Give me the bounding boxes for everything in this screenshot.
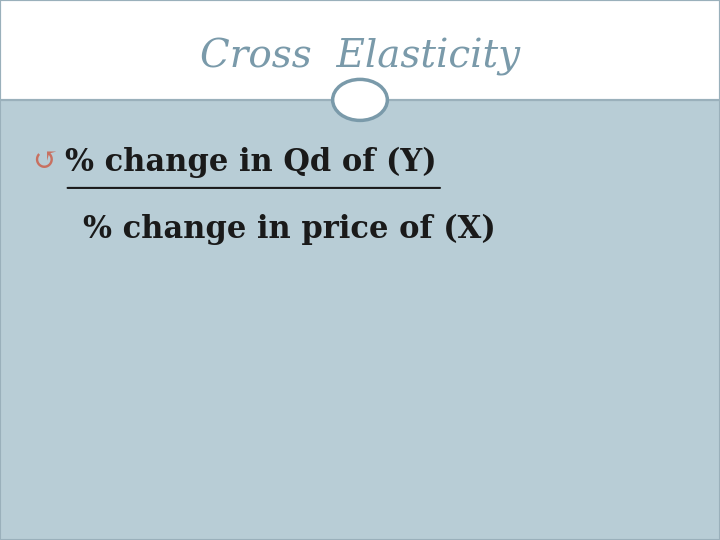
Circle shape [333,79,387,120]
FancyBboxPatch shape [0,0,720,100]
Text: Cross  Elasticity: Cross Elasticity [200,38,520,76]
Text: ↺: ↺ [32,146,58,178]
Text: % change in price of (X): % change in price of (X) [83,214,495,245]
Text: % change in Qd of (Y): % change in Qd of (Y) [65,146,436,178]
